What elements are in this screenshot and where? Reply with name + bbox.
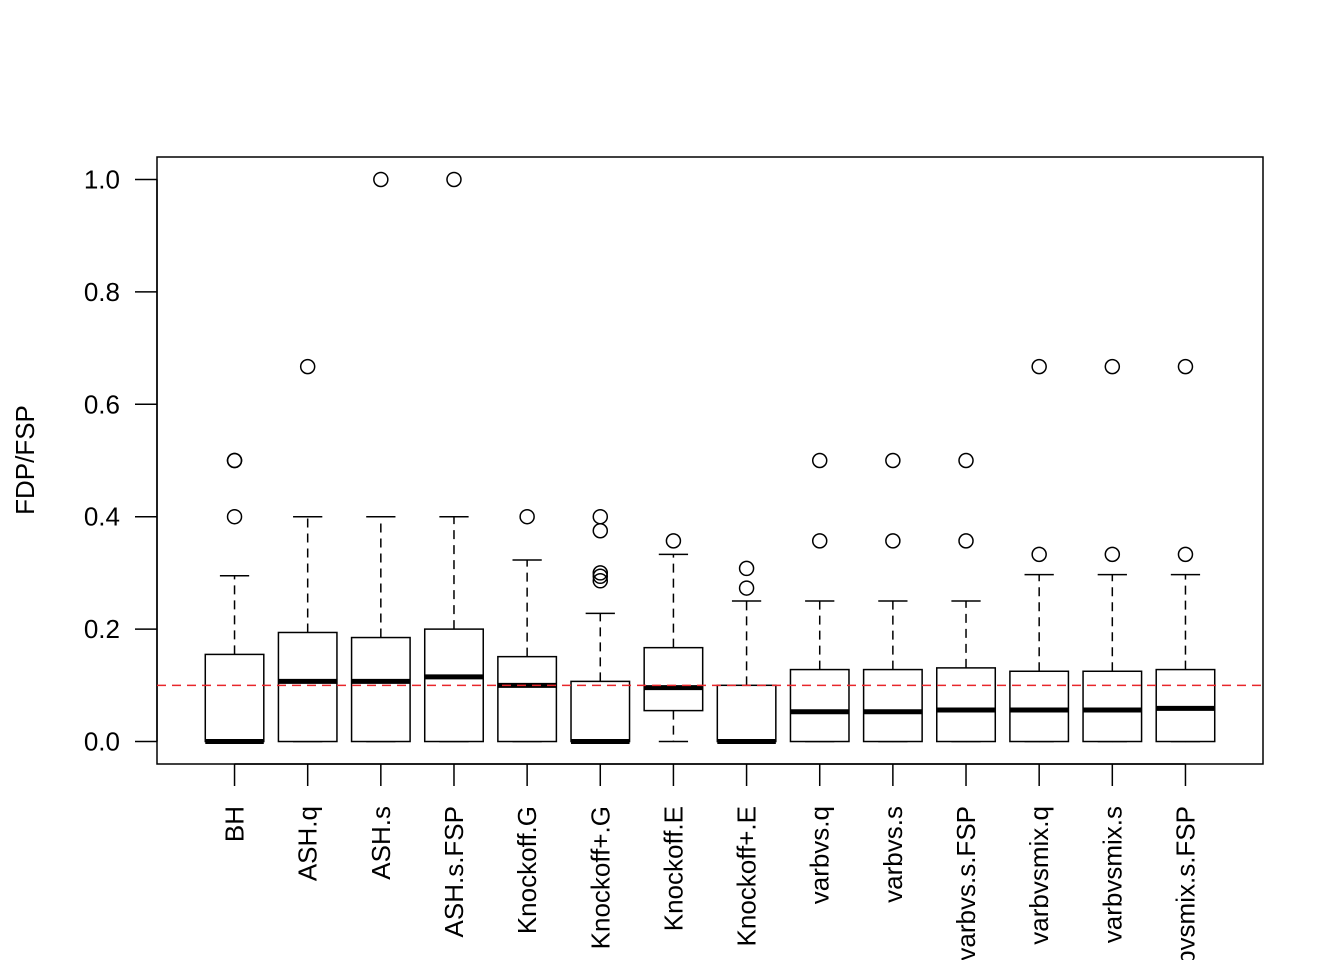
box-iqr — [789, 668, 850, 743]
box-iqr — [1082, 670, 1143, 743]
outlier-point — [519, 508, 535, 525]
box-ASH.q — [277, 358, 338, 743]
x-tick-label: varbvsmix.s.FSP — [1170, 806, 1200, 960]
outlier-point — [665, 533, 682, 549]
x-tick-label: varbvs.s — [878, 806, 908, 903]
outlier-point — [1177, 546, 1194, 563]
box-Knockoff+.E — [716, 560, 777, 745]
outlier-point — [592, 573, 609, 589]
box-varbvs.s — [862, 452, 923, 743]
outlier-point — [299, 358, 316, 375]
y-tick-label: 0.8 — [84, 277, 120, 307]
outlier-point — [373, 171, 389, 188]
outlier-point — [738, 560, 755, 577]
box-iqr — [350, 636, 411, 743]
outlier-point — [226, 452, 243, 469]
y-tick-label: 0.0 — [84, 727, 120, 757]
outlier-point — [1031, 546, 1047, 563]
box-iqr — [862, 668, 923, 743]
y-axis: 0.0 0.2 0.4 0.6 0.8 1.0 — [84, 164, 158, 757]
box-varbvsmix.s — [1082, 358, 1143, 743]
outlier-point — [885, 452, 901, 469]
outlier-point — [958, 533, 974, 549]
y-tick-label: 0.6 — [84, 389, 120, 419]
x-tick-label: BH — [220, 806, 250, 842]
outlier-point — [738, 580, 755, 596]
outlier-point — [592, 508, 609, 525]
box-iqr — [1009, 670, 1070, 743]
outlier-point — [592, 568, 609, 585]
y-tick-label: 0.2 — [84, 614, 120, 644]
box-iqr — [643, 646, 704, 712]
box-BH — [204, 452, 265, 745]
x-axis: BH ASH.q ASH.s ASH.s.FSP Knockoff.G Knockoff+… — [220, 763, 1200, 960]
outlier-point — [885, 533, 901, 549]
outlier-point — [1104, 358, 1121, 375]
x-tick-label: varbvs.s.FSP — [951, 806, 981, 960]
box-Knockoff+.G — [570, 508, 631, 745]
x-tick-label: ASH.q — [293, 806, 323, 881]
y-tick-label: 1.0 — [84, 164, 120, 194]
box-iqr — [716, 684, 777, 743]
y-axis-label: FDP/FSP — [10, 405, 40, 515]
outlier-point — [592, 565, 609, 581]
box-iqr — [204, 653, 265, 743]
box-ASH.s.FSP — [423, 171, 484, 743]
box-iqr — [1155, 668, 1216, 743]
x-tick-label: ASH.s.FSP — [439, 806, 469, 937]
outlier-point — [958, 452, 974, 469]
y-tick-label: 0.4 — [84, 502, 120, 532]
x-tick-label: ASH.s — [366, 806, 396, 880]
box-iqr — [277, 631, 338, 743]
box-varbvsmix.q — [1009, 358, 1070, 743]
x-tick-label: Knockoff.G — [512, 806, 542, 934]
outlier-point — [1104, 546, 1121, 563]
outlier-point — [446, 171, 462, 188]
box-Knockoff.E — [643, 533, 704, 743]
box-varbvs.q — [789, 452, 850, 743]
x-tick-label: Knockoff.E — [658, 806, 688, 931]
box-varbvs.s.FSP — [936, 452, 997, 743]
outlier-point — [811, 533, 828, 549]
x-tick-label: Knockoff+.G — [585, 806, 615, 949]
box-iqr — [497, 655, 558, 743]
outlier-point — [1031, 358, 1047, 375]
outlier-point — [226, 508, 243, 525]
box-iqr — [570, 680, 631, 743]
box-ASH.s — [350, 171, 411, 743]
outlier-point — [592, 523, 609, 539]
box-iqr — [936, 667, 997, 743]
boxes — [204, 171, 1216, 745]
x-tick-label: varbvsmix.q — [1024, 806, 1054, 945]
box-varbvsmix.s.FSP — [1155, 358, 1216, 743]
x-tick-label: Knockoff+.E — [732, 806, 762, 946]
box-Knockoff.G — [497, 508, 558, 743]
x-tick-label: varbvs.q — [805, 806, 835, 904]
outlier-point — [1177, 358, 1194, 375]
x-tick-label: varbvsmix.s — [1097, 806, 1127, 943]
outlier-point — [811, 452, 828, 469]
